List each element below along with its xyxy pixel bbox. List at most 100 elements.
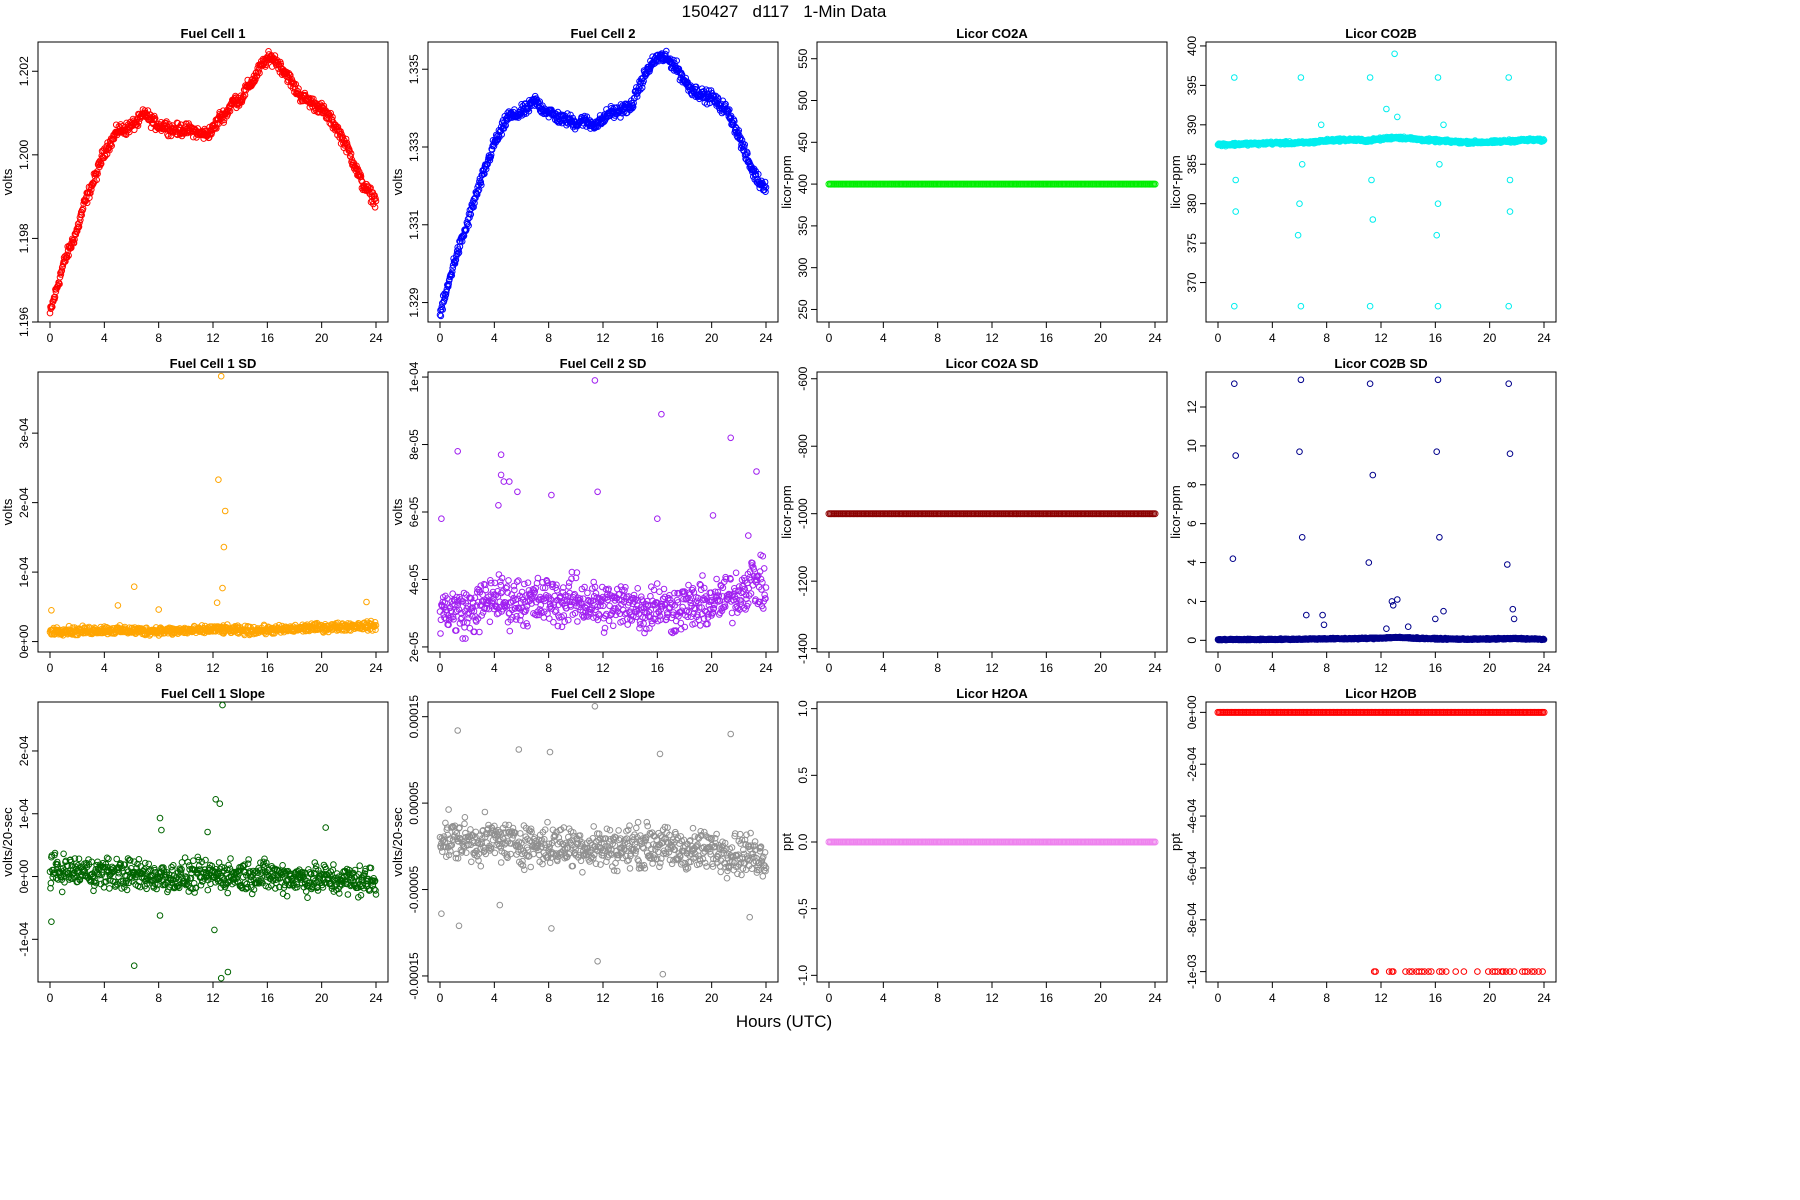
data-point <box>476 628 483 636</box>
data-point <box>518 588 526 596</box>
data-point <box>670 56 677 64</box>
data-point <box>585 597 593 605</box>
x-tick-label: 16 <box>1040 331 1054 345</box>
data-point <box>553 586 561 594</box>
data-point <box>252 76 259 83</box>
data-point <box>646 66 654 73</box>
data-point <box>439 306 447 313</box>
data-point <box>135 118 143 126</box>
x-tick-label: 20 <box>705 661 719 675</box>
x-tick-label: 16 <box>1040 661 1054 675</box>
data-point <box>518 112 526 119</box>
chart-title: Licor CO2A <box>956 26 1028 41</box>
data-point <box>241 91 249 99</box>
data-point <box>515 577 522 584</box>
data-point <box>550 618 557 626</box>
data-point <box>372 197 380 205</box>
data-point <box>571 609 579 617</box>
data-point <box>624 601 632 609</box>
data-point <box>371 619 379 626</box>
data-point <box>704 620 711 628</box>
outlier-point <box>219 584 226 592</box>
y-axis-label: licor-ppm <box>779 155 794 208</box>
data-point <box>726 106 733 113</box>
data-point <box>262 61 270 69</box>
x-tick-label: 16 <box>261 331 275 345</box>
data-point <box>151 115 159 122</box>
data-point <box>88 186 95 193</box>
data-point <box>653 580 661 587</box>
data-point <box>498 131 506 138</box>
x-tick-label: 8 <box>934 331 941 345</box>
data-point <box>65 252 72 259</box>
data-point <box>445 621 452 629</box>
data-point <box>456 620 464 627</box>
x-tick-label: 12 <box>1374 661 1388 675</box>
y-tick-label: -600 <box>796 366 810 390</box>
y-tick-label: -1000 <box>796 498 810 529</box>
data-point <box>486 618 494 626</box>
data-point <box>86 194 93 201</box>
outlier-point <box>1434 302 1442 310</box>
data-point <box>451 260 459 267</box>
x-tick-label: 4 <box>1269 331 1276 345</box>
data-point <box>52 288 60 296</box>
y-tick-label: 450 <box>796 132 810 152</box>
y-tick-label: 1e-04 <box>17 556 31 587</box>
data-point <box>471 199 478 207</box>
y-tick-label: 0 <box>1185 637 1199 644</box>
data-point <box>601 624 609 632</box>
data-point <box>528 600 535 607</box>
y-tick-label: 10 <box>1185 439 1199 453</box>
data-point <box>697 622 704 629</box>
data-point <box>502 122 510 129</box>
data-point <box>473 602 481 609</box>
x-tick-label: 0 <box>47 331 54 345</box>
data-point <box>637 86 644 93</box>
data-point <box>539 584 547 592</box>
data-point <box>584 589 591 597</box>
outlier-point <box>1297 302 1305 310</box>
data-point <box>470 195 478 203</box>
data-point <box>455 597 462 605</box>
data-point <box>581 583 588 591</box>
x-tick-label: 4 <box>880 661 887 675</box>
data-point <box>477 582 485 590</box>
data-point <box>327 109 335 117</box>
data-point <box>674 599 682 606</box>
data-point <box>510 582 518 590</box>
data-point <box>656 612 664 620</box>
data-point <box>591 583 599 591</box>
outlier-point <box>1366 302 1374 310</box>
x-tick-label: 16 <box>1429 331 1443 345</box>
x-tick-label: 20 <box>1483 661 1497 675</box>
data-series <box>46 48 380 317</box>
x-tick-label: 12 <box>596 661 610 675</box>
x-tick-label: 0 <box>47 661 54 675</box>
data-point <box>565 616 572 624</box>
data-point <box>524 622 531 630</box>
data-point <box>497 581 505 589</box>
y-tick-label: -800 <box>796 434 810 458</box>
data-point <box>710 604 718 612</box>
data-point <box>668 601 676 608</box>
data-point <box>689 585 697 592</box>
x-tick-label: 8 <box>545 331 552 345</box>
outlier-point <box>1297 74 1305 81</box>
data-point <box>455 246 462 253</box>
data-point <box>372 195 379 202</box>
data-point <box>511 586 518 594</box>
outlier-point <box>454 448 462 455</box>
outlier-point <box>1298 161 1306 168</box>
data-point <box>760 565 768 572</box>
data-point <box>732 569 740 577</box>
data-point <box>636 624 643 632</box>
data-point <box>448 268 456 276</box>
y-tick-label: 6e-05 <box>407 496 421 527</box>
data-point <box>524 579 532 587</box>
x-tick-label: 24 <box>369 661 383 675</box>
y-axis-label: licor-ppm <box>779 485 794 538</box>
data-point <box>675 613 682 620</box>
